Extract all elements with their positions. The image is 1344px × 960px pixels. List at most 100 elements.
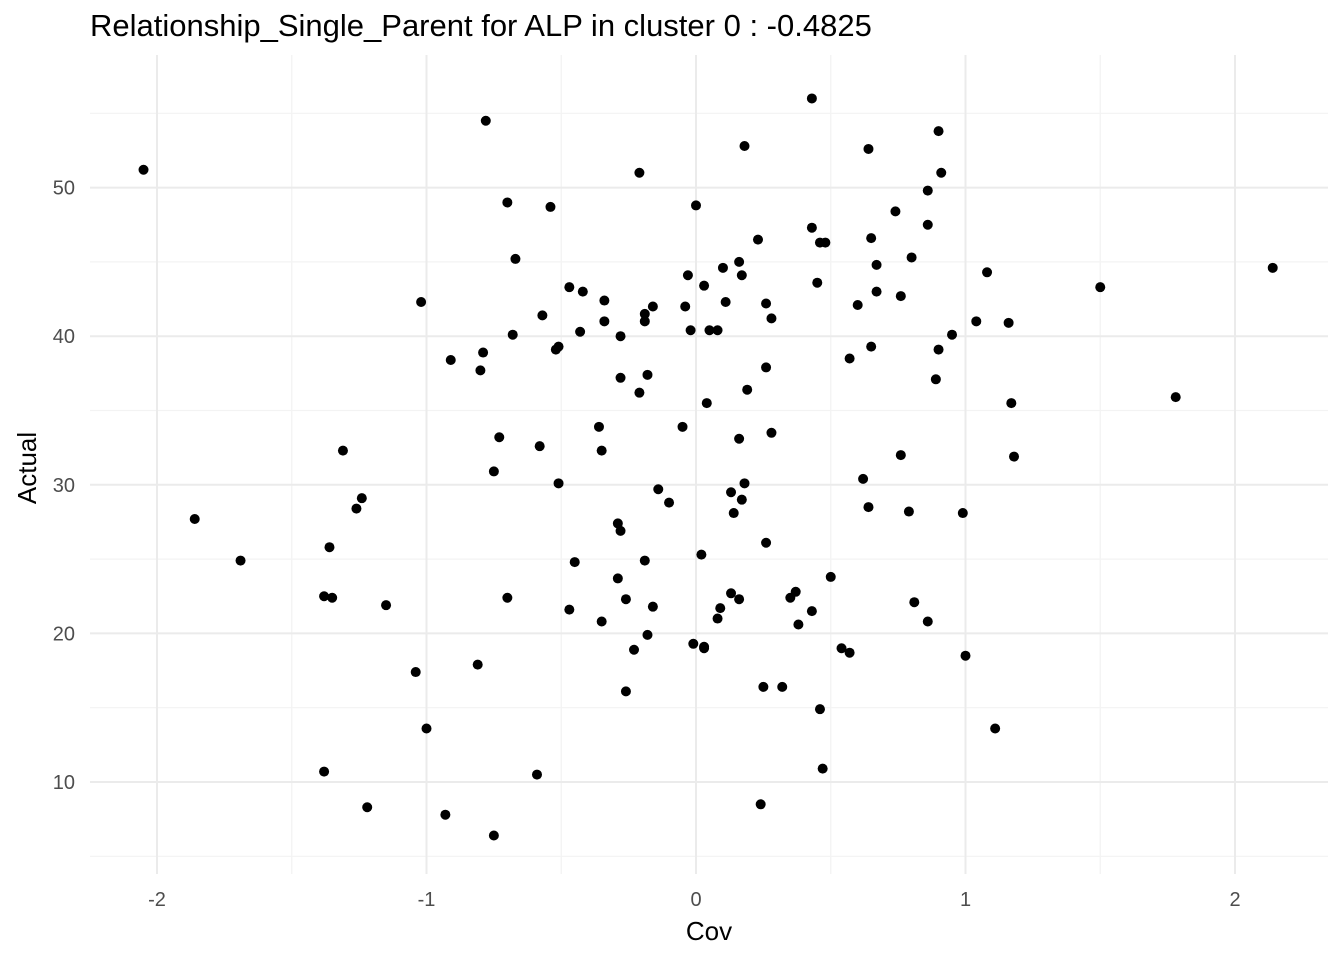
data-point (612, 573, 623, 584)
data-point (1170, 392, 1181, 403)
x-tick-label: -2 (148, 889, 166, 911)
data-point (758, 681, 769, 692)
data-point (717, 262, 728, 273)
data-point (704, 325, 715, 336)
data-point (863, 143, 874, 154)
data-point (553, 478, 564, 489)
x-tick-label: -1 (418, 889, 436, 911)
data-point (726, 487, 737, 498)
data-point (445, 354, 456, 365)
data-point (866, 233, 877, 244)
data-point (615, 525, 626, 536)
data-point (564, 604, 575, 615)
data-point (922, 219, 933, 230)
data-point (736, 270, 747, 281)
data-point (806, 222, 817, 233)
data-point (755, 799, 766, 810)
data-point (664, 497, 675, 508)
data-point (647, 301, 658, 312)
data-point (337, 445, 348, 456)
data-point (553, 341, 564, 352)
data-point (319, 766, 330, 777)
data-point (615, 372, 626, 383)
y-tick-label: 50 (53, 178, 75, 200)
data-point (736, 494, 747, 505)
data-point (421, 723, 432, 734)
data-point (742, 384, 753, 395)
data-point (440, 809, 451, 820)
data-point (488, 466, 499, 477)
data-point (982, 267, 993, 278)
data-point (858, 473, 869, 484)
data-point (863, 502, 874, 513)
data-point (720, 297, 731, 308)
grid-major-lines (90, 55, 1328, 874)
data-point (599, 316, 610, 327)
data-point (933, 126, 944, 137)
data-point (699, 280, 710, 291)
data-point (639, 316, 650, 327)
data-point (895, 450, 906, 461)
data-point (502, 592, 513, 603)
data-point (906, 252, 917, 263)
data-point (825, 571, 836, 582)
data-point (677, 421, 688, 432)
data-points (138, 93, 1278, 841)
data-point (734, 594, 745, 605)
x-tick-label: 2 (1229, 889, 1240, 911)
data-point (1267, 262, 1278, 273)
data-point (1006, 398, 1017, 409)
y-tick-label: 20 (53, 623, 75, 645)
data-point (701, 398, 712, 409)
data-point (712, 325, 723, 336)
data-point (634, 387, 645, 398)
data-point (806, 93, 817, 104)
data-point (235, 555, 246, 566)
x-tick-label: 0 (690, 889, 701, 911)
data-point (472, 659, 483, 670)
data-point (844, 353, 855, 364)
data-point (599, 295, 610, 306)
data-point (545, 201, 556, 212)
data-point (475, 365, 486, 376)
data-point (596, 445, 607, 456)
data-point (642, 629, 653, 640)
data-point (647, 601, 658, 612)
data-point (502, 197, 513, 208)
data-point (814, 704, 825, 715)
data-point (381, 600, 392, 611)
data-point (699, 643, 710, 654)
data-point (577, 286, 588, 297)
data-point (534, 441, 545, 452)
data-point (510, 253, 521, 264)
data-point (634, 167, 645, 178)
data-point (922, 616, 933, 627)
y-tick-label: 40 (53, 326, 75, 348)
data-point (642, 369, 653, 380)
data-point (947, 329, 958, 340)
data-point (575, 326, 586, 337)
data-point (895, 291, 906, 302)
data-point (488, 830, 499, 841)
chart-title: Relationship_Single_Parent for ALP in cl… (90, 8, 872, 43)
data-point (890, 206, 901, 217)
data-point (739, 140, 750, 151)
data-point (844, 647, 855, 658)
data-point (620, 686, 631, 697)
data-point (793, 619, 804, 630)
data-point (1095, 282, 1106, 293)
data-point (480, 115, 491, 126)
data-point (593, 421, 604, 432)
data-point (726, 588, 737, 599)
data-point (766, 313, 777, 324)
data-point (990, 723, 1001, 734)
data-point (629, 644, 640, 655)
data-point (620, 594, 631, 605)
x-axis-tick-labels: -2 -1 0 1 2 (148, 889, 1240, 911)
data-point (936, 167, 947, 178)
data-point (327, 592, 338, 603)
data-point (734, 256, 745, 267)
data-point (410, 667, 421, 678)
data-point (960, 650, 971, 661)
data-point (639, 308, 650, 319)
